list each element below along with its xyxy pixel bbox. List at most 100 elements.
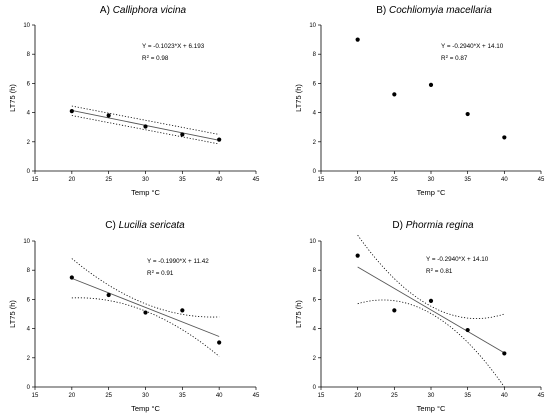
y-tick-label: 2	[313, 140, 317, 146]
r-squared-exponent: 2	[152, 269, 155, 274]
y-tick-label: 8	[27, 268, 31, 274]
x-tick-label: 15	[318, 393, 325, 399]
x-tick-label: 20	[68, 393, 75, 399]
r-squared-exponent: 2	[147, 54, 150, 59]
regression-equation: Y = -0.2940*X + 14.10	[426, 256, 489, 263]
panel-title: B) Cochliomyia macellaria	[376, 5, 492, 16]
y-axis-label: LT75 (h)	[8, 300, 17, 328]
x-tick-label: 25	[105, 177, 112, 183]
ci-band-lower	[357, 299, 505, 388]
regression-equation: Y = -0.1023*X + 6.193	[142, 43, 205, 50]
ci-band-upper	[71, 258, 220, 318]
y-axis-label: LT75 (h)	[8, 84, 17, 112]
x-tick-label: 20	[354, 177, 361, 183]
panel-c: C) Lucilia sericata 15 20 25 30 35 40 45 0 2 4 6 8 10…	[8, 220, 260, 413]
regression-line	[357, 266, 505, 354]
ci-band-upper	[357, 234, 505, 319]
data-point	[217, 137, 222, 142]
data-point	[502, 135, 507, 140]
regression-equation: Y = -0.1990*X + 11.42	[147, 258, 209, 265]
y-tick-label: 2	[27, 356, 31, 362]
panel-d: D) Phormia regina 15 20 25 30 35 40 45 0 2 4 6 8 10 Te…	[294, 220, 545, 413]
x-tick-label: 30	[428, 393, 435, 399]
x-axis-label: Temp °C	[131, 404, 160, 413]
r-squared-symbol: R	[147, 270, 152, 277]
panel-title: C) Lucilia sericata	[105, 220, 185, 231]
panel-b: B) Cochliomyia macellaria 15 20 25 30 35 40 45 0…	[294, 5, 545, 197]
x-tick-label: 25	[105, 393, 112, 399]
x-tick-label: 30	[428, 177, 435, 183]
panel-label: D)	[392, 220, 405, 231]
x-tick-label: 35	[179, 177, 186, 183]
y-tick-label: 4	[27, 111, 31, 117]
ci-band-lower	[71, 115, 220, 145]
panel-title: A) Calliphora vicina	[100, 5, 187, 16]
x-tick-label: 40	[216, 177, 223, 183]
data-point	[465, 111, 470, 117]
r-squared-value: = 0.98	[149, 55, 169, 62]
y-tick-label: 6	[27, 81, 31, 87]
data-point	[428, 82, 434, 87]
data-point	[69, 109, 74, 114]
x-tick-label: 45	[538, 177, 545, 183]
y-tick-label: 4	[313, 327, 317, 333]
panel-label: B)	[376, 5, 389, 16]
r-squared-exponent: 2	[446, 54, 449, 59]
panel-label: C)	[105, 220, 118, 231]
y-tick-label: 0	[313, 169, 317, 175]
y-tick-label: 6	[313, 81, 317, 87]
x-axis-label: Temp °C	[417, 188, 446, 197]
x-tick-label: 45	[538, 393, 545, 399]
panel-label: A)	[100, 5, 113, 16]
data-point	[392, 308, 397, 313]
y-tick-label: 2	[27, 140, 31, 146]
data-point	[180, 132, 185, 137]
r-squared: R2 = 0.98	[142, 54, 169, 63]
r-squared-symbol: R	[142, 55, 147, 62]
x-tick-label: 40	[216, 393, 223, 399]
y-tick-label: 10	[23, 239, 30, 245]
panel-a: A) Calliphora vicina 15 20 25 30 35 40 45 0 2 4 6 8 1…	[8, 5, 260, 197]
r-squared-symbol: R	[441, 55, 446, 62]
r-squared: R2 = 0.81	[426, 267, 453, 276]
x-tick-label: 25	[391, 393, 398, 399]
r-squared-value: = 0.81	[433, 268, 453, 275]
x-tick-label: 25	[391, 177, 398, 183]
y-tick-label: 8	[27, 52, 31, 58]
species-name: Cochliomyia macellaria	[389, 5, 492, 16]
r-squared-exponent: 2	[431, 267, 434, 272]
data-point	[502, 351, 507, 356]
x-tick-label: 45	[253, 177, 260, 183]
r-squared-value: = 0.87	[448, 55, 468, 62]
x-tick-label: 15	[32, 393, 39, 399]
data-point	[143, 124, 148, 129]
data-point	[392, 92, 397, 97]
data-point	[106, 292, 111, 298]
data-point	[143, 310, 148, 315]
species-name: Lucilia sericata	[119, 220, 186, 231]
x-tick-label: 30	[142, 177, 149, 183]
x-tick-label: 15	[318, 177, 325, 183]
data-point	[180, 308, 185, 313]
y-tick-label: 6	[27, 297, 31, 303]
y-tick-label: 0	[313, 385, 317, 391]
x-tick-label: 15	[32, 177, 39, 183]
y-tick-label: 8	[313, 268, 317, 274]
data-point	[106, 113, 111, 118]
y-tick-label: 0	[27, 385, 31, 391]
x-tick-label: 40	[501, 393, 508, 399]
y-tick-label: 0	[27, 169, 31, 175]
data-point	[355, 37, 360, 42]
regression-equation: Y = -0.2940*X + 14.10	[441, 43, 504, 50]
x-tick-label: 35	[179, 393, 186, 399]
y-tick-label: 8	[313, 52, 317, 58]
x-axis-label: Temp °C	[417, 404, 446, 413]
y-tick-label: 6	[313, 297, 317, 303]
y-tick-label: 10	[23, 23, 30, 29]
species-name: Calliphora vicina	[113, 5, 187, 16]
r-squared-value: = 0.91	[154, 270, 174, 277]
x-tick-label: 20	[354, 393, 361, 399]
y-tick-label: 10	[309, 23, 316, 29]
regression-line	[71, 277, 220, 337]
